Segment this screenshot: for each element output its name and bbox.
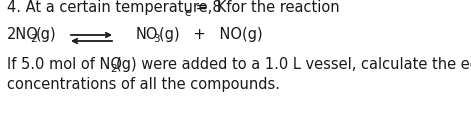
Text: 3: 3 [153,34,160,44]
Text: 2NO: 2NO [7,27,39,42]
Text: (g): (g) [36,27,57,42]
Text: 2: 2 [30,34,37,44]
Text: NO: NO [136,27,159,42]
Text: concentrations of all the compounds.: concentrations of all the compounds. [7,76,280,91]
Text: (g)   +   NO(g): (g) + NO(g) [159,27,263,42]
Text: If 5.0 mol of NO: If 5.0 mol of NO [7,57,122,71]
Text: 4. At a certain temperature, K: 4. At a certain temperature, K [7,0,227,15]
Text: e: e [184,7,190,17]
Text: (g) were added to a 1.0 L vessel, calculate the equilibrium: (g) were added to a 1.0 L vessel, calcul… [116,57,471,71]
Text: 2: 2 [110,64,117,74]
Text: = 8 for the reaction: = 8 for the reaction [191,0,340,15]
